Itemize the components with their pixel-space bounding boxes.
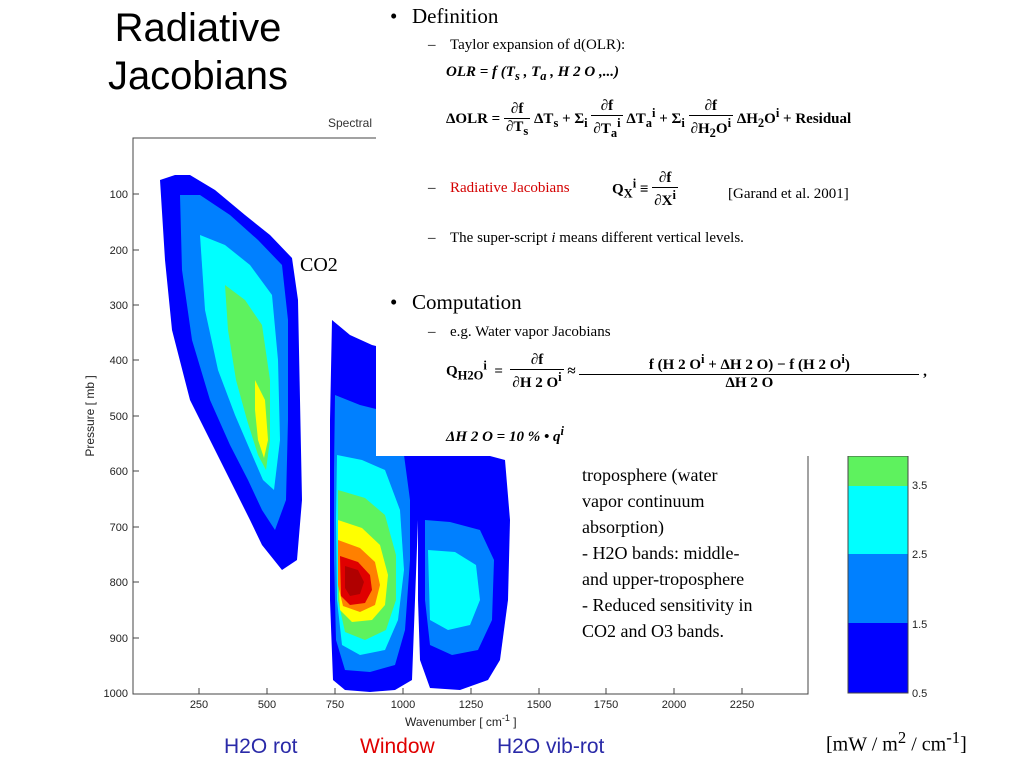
olr-equation: OLR = f (Ts , Ta , H 2 O ,...): [446, 64, 619, 83]
x-tick-label: 1000: [391, 699, 415, 711]
explanation-line: - Reduced sensitivity in: [582, 595, 753, 615]
slide-title: Radiative Jacobians: [78, 4, 318, 100]
colorbar-swatch: [848, 623, 908, 693]
explanation-line: troposphere (water: [582, 465, 718, 485]
superscript-note: – The super-script i means different vert…: [428, 230, 744, 246]
x-axis: 250 500 750 1000 1250 1500 1750 2000 225…: [190, 688, 754, 729]
explanation-line: absorption): [582, 517, 664, 537]
definition-heading: Definition: [412, 4, 499, 28]
slide-title-line1: Radiative: [114, 6, 282, 50]
colorbar-units: [mW / m2 / cm-1]: [826, 728, 967, 756]
y-tick-label: 1000: [104, 688, 128, 700]
explanation-text: troposphere (water vapor continuum absor…: [582, 462, 812, 644]
y-tick-label: 400: [110, 355, 128, 367]
colorbar-tick: 0.5: [912, 688, 927, 700]
bullet-computation: • Computation: [390, 290, 522, 314]
colorbar-tick: 1.5: [912, 619, 927, 631]
y-tick-label: 200: [110, 245, 128, 257]
bullet-definition: • Definition: [390, 4, 499, 28]
colorbar-tick: 3.5: [912, 480, 927, 492]
colorbar-swatch: [848, 554, 908, 623]
y-tick-label: 500: [110, 411, 128, 423]
x-tick-label: 250: [190, 699, 208, 711]
taylor-text: Taylor expansion of d(OLR):: [450, 37, 626, 53]
explanation-line: CO2 and O3 bands.: [582, 621, 724, 641]
delta-h2o-eq: ΔH 2 O = 10 % • qi: [446, 424, 564, 445]
y-tick-label: 900: [110, 633, 128, 645]
eg-water-vapor-text: e.g. Water vapor Jacobians: [450, 324, 611, 340]
radiative-jacobians-text: Radiative Jacobians: [450, 180, 570, 196]
jacobian-definition-eq: QXi ≡ ∂f ∂Xi: [612, 170, 678, 209]
plot-header-fragment: Spectral: [328, 116, 372, 130]
x-tick-label: 1500: [527, 699, 551, 711]
x-tick-label: 1250: [459, 699, 483, 711]
delta-olr-equation: ΔOLR = ∂f ∂Ts ΔTs + Σi ∂f ∂Tai ΔTai + Σi ∂…: [446, 98, 852, 140]
label-window: Window: [360, 735, 435, 758]
explanation-line: and upper-troposphere: [582, 569, 745, 589]
computation-heading: Computation: [412, 290, 522, 314]
label-h2o-rot: H2O rot: [224, 735, 298, 758]
colorbar-tick: 2.5: [912, 549, 927, 561]
colorbar-swatch: [848, 456, 908, 486]
y-axis: 100 200 300 400 500 600 700 800 900 1000…: [83, 189, 139, 700]
h2o-rot-contours: [160, 175, 302, 570]
taylor-line: – Taylor expansion of d(OLR):: [428, 37, 626, 53]
y-tick-label: 600: [110, 466, 128, 478]
y-tick-label: 700: [110, 522, 128, 534]
slide-title-line2: Jacobians: [107, 54, 289, 98]
x-tick-label: 2000: [662, 699, 686, 711]
y-tick-label: 300: [110, 300, 128, 312]
radiative-jacobians-line: – Radiative Jacobians: [428, 180, 570, 196]
x-tick-label: 1750: [594, 699, 618, 711]
y-tick-label: 100: [110, 189, 128, 201]
explanation-line: vapor continuum: [582, 491, 705, 511]
h2o-vib-rot-contours: [418, 456, 510, 690]
y-axis-label: Pressure [ mb ]: [83, 375, 97, 456]
definition-overlay: • Definition – Taylor expansion of d(OLR):…: [376, 0, 1024, 456]
garand-reference: [Garand et al. 2001]: [728, 186, 849, 202]
x-tick-label: 750: [326, 699, 344, 711]
x-tick-label: 2250: [730, 699, 754, 711]
x-axis-label: Wavenumber [ cm-1 ]: [405, 713, 517, 729]
water-vapor-jacobian-eq: QH2Oi = ∂f ∂H 2 Oi ≈ f (H 2 Oi + ΔH 2 O) …: [446, 352, 927, 391]
colorbar-swatch: [848, 486, 908, 554]
y-tick-label: 800: [110, 577, 128, 589]
label-h2o-vib-rot: H2O vib-rot: [497, 735, 605, 758]
x-tick-label: 500: [258, 699, 276, 711]
window-contours: [330, 320, 420, 692]
eg-water-vapor-line: – e.g. Water vapor Jacobians: [428, 324, 611, 340]
co2-region-label: CO2: [300, 254, 338, 276]
colorbar: 3.5 2.5 1.5 0.5: [847, 455, 927, 700]
explanation-line: - H2O bands: middle-: [582, 543, 740, 563]
